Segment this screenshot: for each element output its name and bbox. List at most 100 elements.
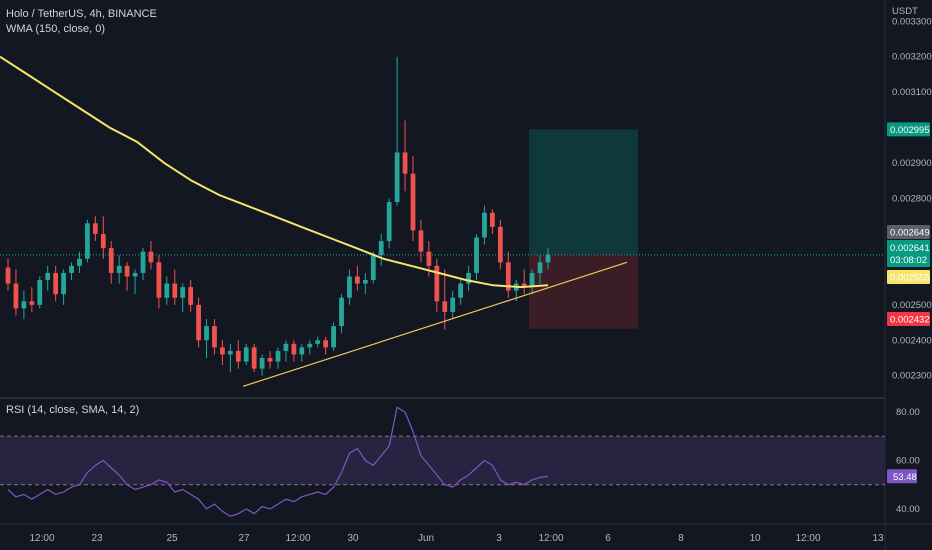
- stop-price-badge: 0.002432: [890, 315, 930, 326]
- candle-body: [45, 272, 51, 281]
- stop-price-badge-bg: [887, 312, 930, 326]
- price-tick-label: 0.002300: [892, 371, 932, 382]
- price-tick-label: 0.003200: [892, 52, 932, 63]
- candle-body: [370, 255, 376, 281]
- rsi-title: RSI (14, close, SMA, 14, 2): [6, 404, 140, 416]
- wma-price-badge-bg: [887, 270, 930, 284]
- candle-body: [61, 272, 66, 295]
- high-price-badge: 0.002649: [890, 228, 930, 239]
- candle-body: [156, 262, 162, 298]
- price-tick-label: 0.003100: [892, 87, 932, 98]
- candle-body: [299, 347, 305, 355]
- price-tick-label: 0.002400: [892, 335, 932, 346]
- candle-body: [466, 272, 471, 284]
- candle-body: [490, 212, 495, 227]
- last-price-badge: 0.002641: [890, 243, 930, 254]
- candle-body: [243, 347, 249, 362]
- candle-body: [204, 326, 209, 341]
- candle-body: [378, 241, 384, 256]
- time-tick-label: 8: [678, 533, 684, 544]
- wma-legend[interactable]: WMA (150, close, 0): [6, 23, 109, 35]
- candle-body: [69, 265, 74, 273]
- candle-body: [458, 283, 464, 298]
- wma-title: WMA (150, close, 0): [6, 23, 106, 35]
- candle-body: [227, 350, 233, 355]
- time-tick-label: 27: [238, 533, 250, 544]
- time-tick-label: 6: [605, 533, 611, 544]
- candle-body: [259, 358, 265, 369]
- candle-body: [21, 301, 27, 309]
- wma-price-badge: 0.002555: [890, 273, 930, 284]
- candle-body: [5, 267, 11, 284]
- time-tick-label: 12:00: [29, 533, 54, 544]
- candle-body: [426, 251, 432, 266]
- price-tick-label: 0.003300: [892, 16, 932, 27]
- wma-line: [0, 55, 549, 289]
- time-tick-label: Jun: [418, 533, 434, 544]
- candle-body: [450, 297, 456, 312]
- candle-body: [220, 347, 225, 355]
- candle-body: [85, 223, 90, 259]
- target-price-badge-bg: [887, 122, 930, 137]
- candle-body: [275, 350, 281, 362]
- candle-body: [497, 226, 503, 263]
- candle-body: [212, 326, 217, 348]
- rsi-line: [7, 406, 549, 517]
- candle-body: [362, 280, 368, 284]
- price-unit-label: USDT: [892, 6, 918, 17]
- rsi-tick-label: 60.00: [896, 456, 920, 467]
- candle-body: [77, 258, 82, 266]
- symbol-legend[interactable]: Holo / TetherUS, 4h, BINANCE: [6, 8, 161, 20]
- time-tick-label: 13: [872, 533, 884, 544]
- last-price-badge-bg: [887, 240, 930, 267]
- candle-body: [124, 265, 130, 277]
- time-tick-label: 10: [749, 533, 761, 544]
- candle-body: [267, 358, 273, 362]
- time-tick-label: 30: [347, 533, 359, 544]
- candle-body: [315, 340, 321, 344]
- candle-body: [164, 283, 170, 298]
- candle-body: [331, 326, 336, 348]
- candle-body: [505, 262, 511, 291]
- candle-body: [347, 276, 352, 298]
- candle-body: [116, 265, 122, 273]
- candle-body: [140, 251, 146, 273]
- price-tick-label: 0.002800: [892, 194, 932, 205]
- candle-body: [148, 251, 154, 263]
- candle-body: [100, 233, 106, 249]
- candle-body: [180, 287, 186, 298]
- candle-body: [13, 283, 19, 309]
- candle-body: [529, 272, 535, 288]
- time-tick-label: 23: [91, 533, 103, 544]
- candle-body: [394, 152, 400, 203]
- trendline: [242, 261, 628, 387]
- rsi-value-badge: 53.48: [893, 472, 917, 483]
- candle-body: [442, 301, 448, 312]
- candle-body: [386, 202, 392, 242]
- candle-body: [29, 301, 35, 305]
- high-price-badge-bg: [887, 225, 930, 239]
- target-zone: [529, 129, 638, 255]
- candle-body: [323, 340, 329, 348]
- candle-body: [235, 350, 241, 362]
- candle-body: [283, 343, 289, 351]
- candle-body: [92, 223, 98, 234]
- time-tick-label: 12:00: [285, 533, 310, 544]
- time-tick-label: 12:00: [795, 533, 820, 544]
- symbol-title: Holo / TetherUS, 4h, BINANCE: [6, 8, 157, 20]
- rsi-legend[interactable]: RSI (14, close, SMA, 14, 2): [6, 404, 143, 416]
- candle-body: [418, 230, 424, 252]
- price-tick-label: 0.002900: [892, 158, 932, 169]
- rsi-value-badge-bg: [887, 469, 917, 484]
- candle-body: [521, 283, 527, 288]
- candle-body: [291, 343, 297, 355]
- candle-body: [434, 265, 440, 302]
- candle-body: [37, 280, 43, 305]
- rsi-tick-label: 80.00: [896, 407, 920, 418]
- time-tick-label: 3: [496, 533, 502, 544]
- time-tick-label: 12:00: [538, 533, 563, 544]
- candle-body: [474, 237, 479, 273]
- candle-body: [339, 297, 344, 327]
